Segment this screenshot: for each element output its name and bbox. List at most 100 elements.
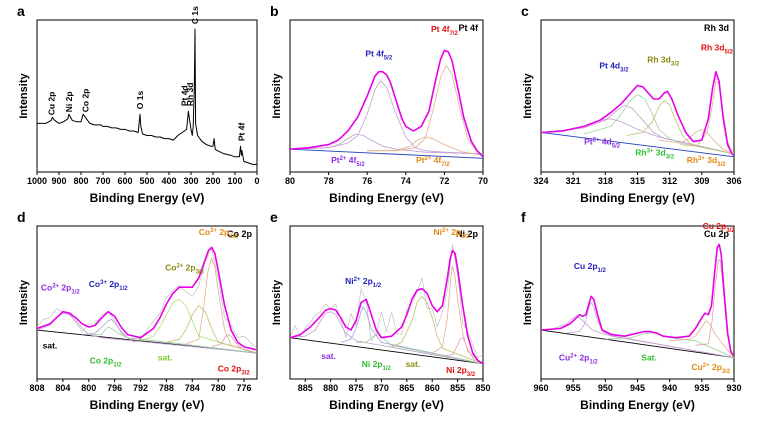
panel-label: b — [270, 3, 279, 19]
series-sat- — [391, 295, 483, 365]
x-tick-label: 500 — [139, 176, 154, 186]
panel-title: Pt 4f — [458, 23, 479, 33]
peak-annotation: Ni 2p3/2 — [446, 365, 476, 378]
plot-frame — [289, 225, 484, 380]
peak-annotation: Pt 4f — [236, 123, 246, 142]
x-tick-label: 860 — [425, 383, 440, 393]
x-tick-label: 72 — [439, 176, 449, 186]
x-tick-label: 940 — [662, 383, 677, 393]
peak-annotation: C 1s — [190, 6, 200, 24]
x-tick-label: 885 — [298, 383, 313, 393]
x-tick-label: 865 — [399, 383, 414, 393]
peak-annotation: Cu2+ 2p1/2 — [559, 353, 598, 366]
peak-annotation: sat. — [158, 353, 173, 363]
x-tick-label: 950 — [598, 383, 613, 393]
series-co-2p3-2 — [211, 334, 257, 354]
peak-annotation: Pt 4d3/2 — [599, 61, 629, 74]
panel-f: 960 955 950 945 940 935 930 Binding Energy (eV)… — [521, 209, 742, 412]
x-tick-label: 700 — [95, 176, 110, 186]
x-tick-label: 0 — [254, 176, 259, 186]
series-co3-2p3-2 — [185, 257, 257, 354]
panel-c: 324 321 318 315 312 309 306 Binding Energy (eV)… — [521, 3, 742, 205]
series-envelope — [541, 243, 734, 357]
x-tick-label: 804 — [55, 383, 70, 393]
x-axis-label: Binding Energy (eV) — [90, 191, 205, 205]
series-co2-2p3-2 — [166, 305, 257, 354]
series-ni2-2p1-2 — [340, 306, 483, 365]
peak-annotation: Sat. — [641, 353, 657, 363]
panel-b: 80 78 76 74 72 70 Binding Energy (eV) Intensity… — [270, 3, 488, 205]
plot-area — [541, 243, 734, 359]
x-tick-label: 76 — [362, 176, 372, 186]
x-tick-label: 955 — [566, 383, 581, 393]
peak-annotation: Pt 4f5/2 — [365, 48, 392, 61]
panel-title: Ni 2p — [456, 229, 479, 239]
x-tick-label: 315 — [630, 176, 645, 186]
peak-annotation: sat. — [321, 351, 336, 361]
series-ni-2p1-2 — [356, 334, 483, 365]
x-tick-label: 70 — [478, 176, 488, 186]
x-tick-label: 792 — [133, 383, 148, 393]
peak-annotation: Pt2+ 4f5/2 — [331, 155, 365, 168]
x-tick-label: 100 — [227, 176, 242, 186]
x-tick-label: 880 — [323, 383, 338, 393]
x-tick-label: 960 — [533, 383, 548, 393]
x-tick-label: 800 — [73, 176, 88, 186]
panel-a: 1000 900 800 700 600 500 400 300 200 100 0Binding … — [17, 3, 260, 205]
series-rh3-3d5-2 — [583, 94, 734, 155]
plot-frame — [36, 225, 258, 380]
series-pt-4f7-2 — [367, 65, 483, 156]
plot-area — [290, 244, 483, 365]
x-tick-label: 78 — [324, 176, 334, 186]
peak-annotation: O 1s — [135, 90, 145, 109]
x-tick-label: 900 — [51, 176, 66, 186]
series-co3-2p1-2 — [82, 318, 257, 354]
x-tick-label: 784 — [185, 383, 200, 393]
series-ni-2p3-2 — [442, 337, 483, 365]
x-tick-label: 808 — [29, 383, 44, 393]
x-tick-label: 400 — [161, 176, 176, 186]
series-ni2-2p3-2 — [431, 265, 483, 365]
peak-annotation: Co2+ 2p1/2 — [41, 282, 80, 295]
x-tick-label: 200 — [205, 176, 220, 186]
peak-annotation: Rh 3d — [185, 83, 195, 107]
peak-annotation: Pt2+ 4d5/2 — [584, 137, 621, 150]
panel-label: a — [17, 3, 25, 19]
peak-annotation: Co 2p1/2 — [90, 356, 123, 369]
peak-annotation: Pt 4d — [179, 85, 189, 106]
peak-annotation: Rh3+ 3d3/2 — [635, 147, 674, 160]
x-axis-label: Binding Energy (eV) — [90, 398, 205, 412]
x-tick-label: 74 — [401, 176, 411, 186]
series-pt-4f5-2 — [290, 80, 483, 155]
panel-label: e — [270, 209, 278, 225]
series-envelope — [290, 249, 483, 365]
x-tick-label: 312 — [662, 176, 677, 186]
series-pt2-4f5-2 — [290, 133, 483, 155]
series-co-2p1-2 — [88, 326, 257, 354]
baseline-line — [290, 148, 483, 159]
x-axis-label: Binding Energy (eV) — [329, 398, 444, 412]
y-axis-label: Intensity — [522, 73, 534, 119]
peak-annotation: Rh 3d3/2 — [647, 55, 680, 68]
panel-label: c — [521, 3, 529, 19]
x-tick-label: 788 — [159, 383, 174, 393]
x-tick-label: 300 — [183, 176, 198, 186]
x-tick-label: 875 — [349, 383, 364, 393]
x-tick-label: 945 — [630, 383, 645, 393]
x-tick-label: 309 — [694, 176, 709, 186]
baseline-line — [541, 132, 734, 158]
y-axis-label: Intensity — [18, 279, 30, 325]
x-tick-label: 855 — [450, 383, 465, 393]
panel-d: 808 804 800 796 792 788 784 780 776 Binding Energ… — [17, 209, 258, 412]
peak-annotation: Co 2p — [80, 89, 90, 113]
panel-title: Rh 3d — [704, 23, 729, 33]
peak-annotation: Co3+ 2p1/2 — [199, 227, 238, 240]
series-rh-3d3-2 — [626, 100, 734, 155]
peak-annotation: Co 2p3/2 — [218, 363, 251, 376]
x-tick-label: 870 — [374, 383, 389, 393]
y-axis-label: Intensity — [271, 73, 283, 119]
panel-title: Co 2p — [227, 229, 253, 239]
x-axis-label: Binding Energy (eV) — [580, 398, 695, 412]
peak-annotation: Rh 3d5/2 — [701, 42, 734, 55]
